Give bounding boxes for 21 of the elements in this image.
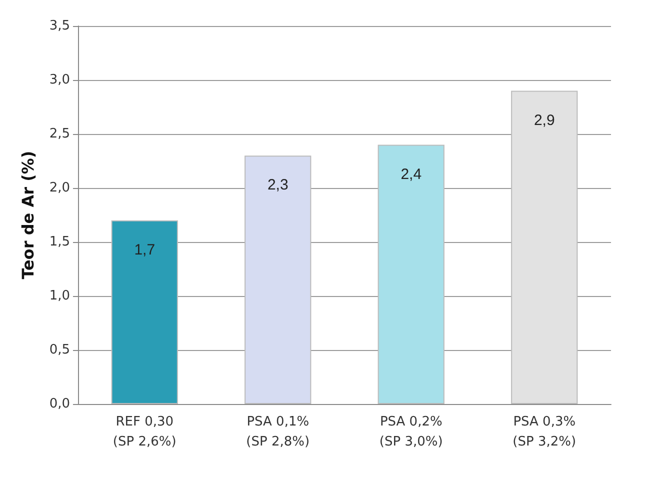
y-tick-label: 2,5 xyxy=(49,126,70,142)
data-label: 2,9 xyxy=(534,112,555,129)
data-label: 2,3 xyxy=(267,176,288,194)
x-tick-label: PSA 0,1% (SP 2,8%) xyxy=(246,414,310,450)
x-tick-label: PSA 0,2% (SP 3,0%) xyxy=(379,414,443,450)
bar xyxy=(111,220,178,404)
x-tick-label: REF 0,30 (SP 2,6%) xyxy=(112,414,176,450)
y-tick-label: 2,0 xyxy=(49,180,70,196)
y-tick-label: 0,0 xyxy=(49,396,70,412)
data-label: 2,4 xyxy=(400,166,422,183)
data-label: 1,7 xyxy=(134,241,156,258)
bar xyxy=(244,156,312,404)
bar xyxy=(378,144,444,404)
y-tick-label: 1,0 xyxy=(49,288,70,304)
y-tick-label: 3,0 xyxy=(49,72,70,88)
y-tick-label: 0,5 xyxy=(49,342,70,358)
x-tick-label: PSA 0,3% (SP 3,2%) xyxy=(512,414,576,450)
y-tick-label: 3,5 xyxy=(49,18,70,34)
bar xyxy=(511,90,578,404)
y-axis-title: Teor de Ar (%) xyxy=(18,150,38,280)
y-tick-label: 1,5 xyxy=(49,234,70,250)
